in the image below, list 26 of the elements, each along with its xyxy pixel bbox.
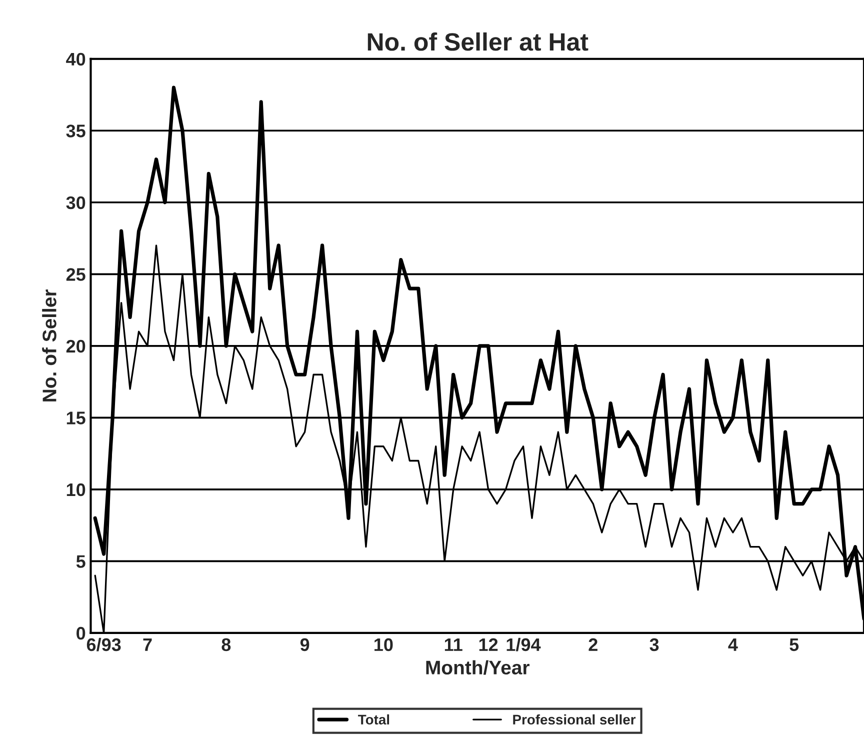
y-tick-label: 25 bbox=[66, 268, 86, 281]
y-tick-label: 35 bbox=[66, 124, 86, 138]
y-tick-label: 30 bbox=[66, 196, 86, 210]
x-tick-label: 2 bbox=[588, 638, 598, 651]
y-tick-label: 20 bbox=[66, 340, 86, 353]
x-axis-title: Month/Year bbox=[426, 660, 530, 675]
x-tick-label: 5 bbox=[790, 638, 799, 652]
x-tick-label: 10 bbox=[374, 638, 393, 652]
x-tick-label: 8 bbox=[222, 638, 231, 652]
x-tick-label: 12 bbox=[479, 638, 498, 651]
legend-label: Total bbox=[358, 714, 390, 725]
y-tick-label: 40 bbox=[66, 52, 86, 66]
x-tick-label: 3 bbox=[650, 638, 659, 652]
x-tick-label: 11 bbox=[444, 638, 462, 651]
y-tick-label: 5 bbox=[76, 555, 86, 568]
y-axis-title: No. of Seller bbox=[42, 289, 56, 402]
legend-label: Professional seller bbox=[513, 714, 636, 725]
chart-title: No. of Seller at Hat bbox=[368, 32, 588, 51]
x-tick-label: 6/93 bbox=[86, 638, 121, 652]
x-tick-label: 1/94 bbox=[506, 638, 541, 652]
x-tick-label: 4 bbox=[728, 638, 738, 651]
y-tick-label: 15 bbox=[66, 412, 86, 424]
y-tick-label: 0 bbox=[76, 626, 86, 640]
x-tick-label: 9 bbox=[300, 638, 310, 652]
x-tick-label: 7 bbox=[143, 638, 152, 651]
y-tick-label: 10 bbox=[66, 483, 86, 496]
